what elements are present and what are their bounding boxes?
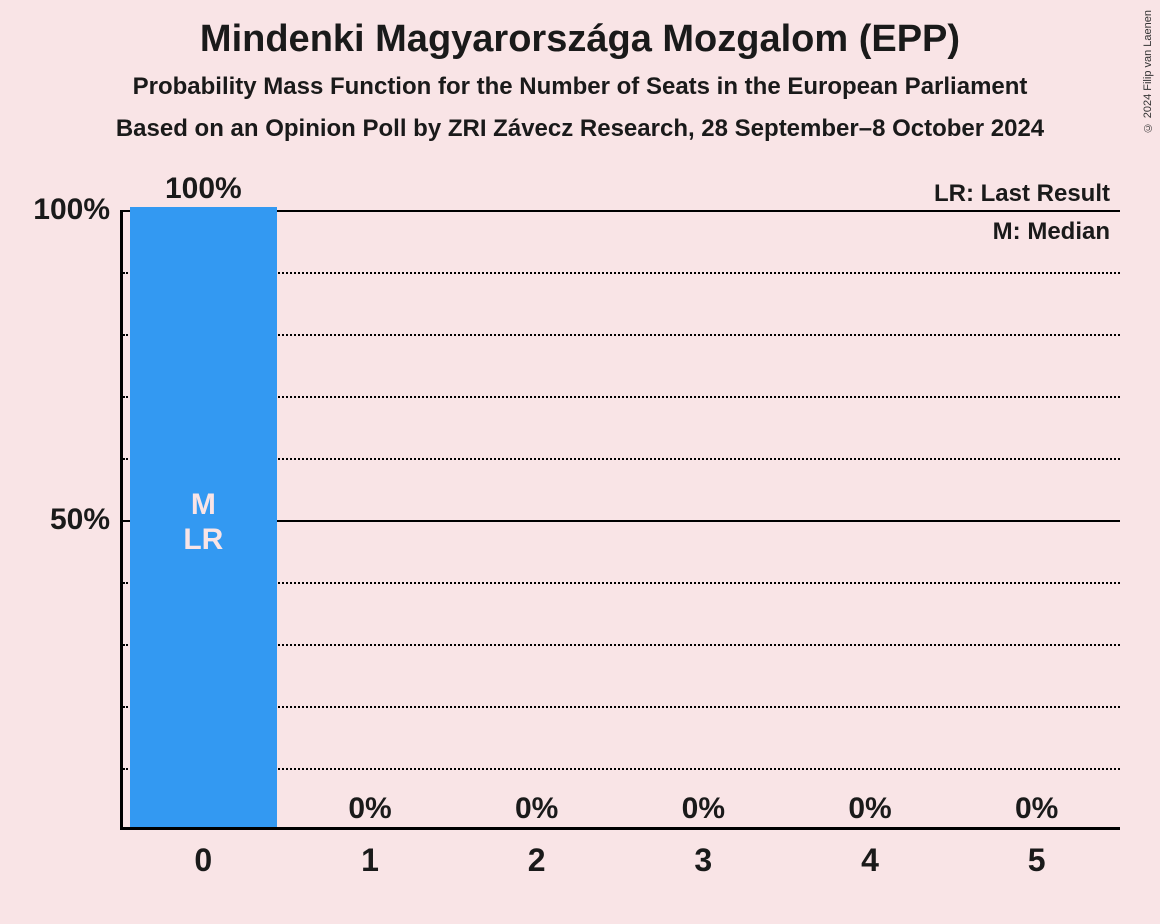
x-tick-label: 4 [861,842,879,879]
bar-value-label: 0% [682,792,725,826]
chart-plot-area: MLR100%0%0%0%0%0% 50%100% 012345 LR: Las… [120,210,1120,830]
chart-subtitle-1: Probability Mass Function for the Number… [0,73,1160,101]
x-tick-label: 2 [528,842,546,879]
bar-value-label: 100% [165,172,242,206]
x-tick-label: 5 [1028,842,1046,879]
x-tick-label: 1 [361,842,379,879]
x-tick-label: 0 [194,842,212,879]
legend-median: M: Median [993,218,1110,246]
bar-value-label: 0% [848,792,891,826]
copyright-notice: © 2024 Filip van Laenen [1142,10,1154,133]
bar-value-label: 0% [348,792,391,826]
y-tick-label: 100% [33,193,110,227]
bar-annotation: MLR [183,488,223,557]
chart-title: Mindenki Magyarországa Mozgalom (EPP) [0,0,1160,61]
bar-value-label: 0% [1015,792,1058,826]
x-axis [120,827,1120,830]
chart-subtitle-2: Based on an Opinion Poll by ZRI Závecz R… [0,115,1160,143]
y-tick-label: 50% [50,503,110,537]
legend-last-result: LR: Last Result [934,180,1110,208]
bar-value-label: 0% [515,792,558,826]
x-tick-label: 3 [694,842,712,879]
